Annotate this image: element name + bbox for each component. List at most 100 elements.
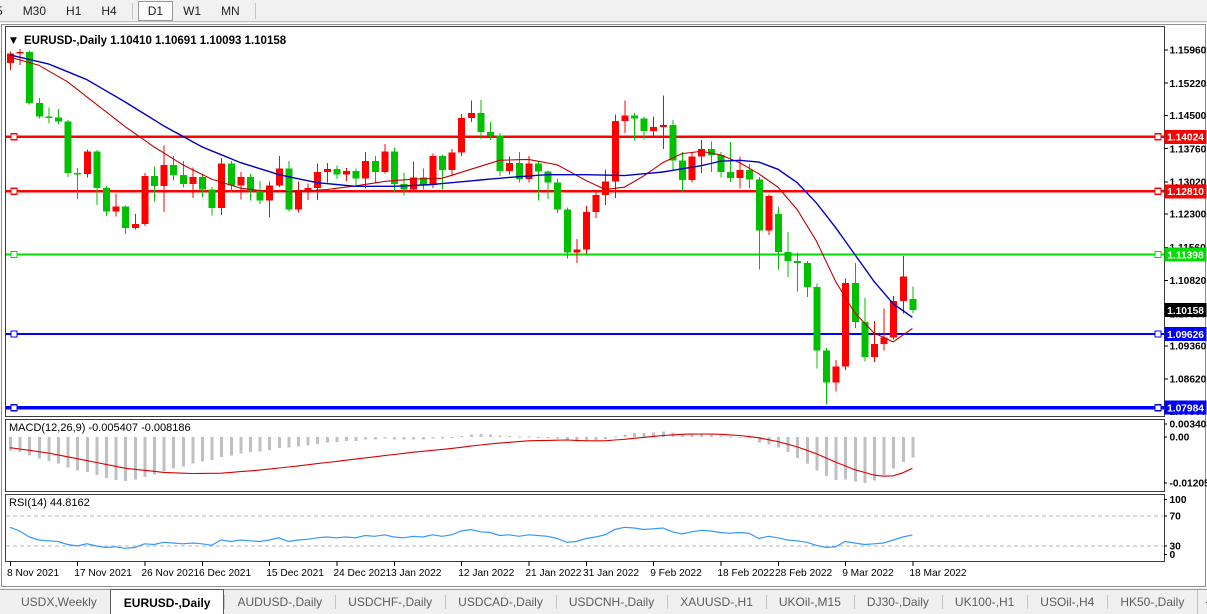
macd-bar	[306, 437, 310, 446]
timeframe-button-m30[interactable]: M30	[13, 1, 56, 21]
tab-usdx-weekly[interactable]: USDX,Weekly	[21, 595, 97, 609]
macd-bar	[863, 437, 867, 484]
scroll-left-icon[interactable]: ◂	[1198, 597, 1207, 608]
timeframe-button-5[interactable]: 5	[0, 1, 13, 21]
timeframe-button-d1[interactable]: D1	[137, 0, 174, 21]
macd-bar	[652, 432, 656, 437]
symbol-dropdown-icon[interactable]: ▼	[10, 36, 17, 46]
macd-bar	[460, 435, 464, 437]
tab-dj30-daily[interactable]: DJ30-,Daily	[853, 590, 942, 614]
level-handle[interactable]	[10, 404, 18, 412]
level-handle[interactable]	[10, 133, 18, 141]
macd-bar	[18, 437, 22, 453]
candle-body	[803, 263, 811, 288]
macd-bar	[729, 436, 732, 438]
macd-bar	[47, 437, 51, 461]
level-handle[interactable]	[1154, 133, 1162, 141]
macd-bar	[690, 434, 694, 437]
candle-body	[794, 261, 802, 264]
macd-bar	[412, 437, 416, 440]
tab-usdchf-daily[interactable]: USDCHF-,Daily	[335, 590, 445, 614]
candle-body	[103, 188, 110, 212]
candle-body	[323, 168, 331, 172]
macd-bar	[421, 437, 425, 440]
macd-bar	[450, 437, 454, 438]
level-handle[interactable]	[10, 250, 18, 259]
candle-body	[842, 283, 850, 367]
candle-body	[160, 165, 168, 186]
candle-body	[554, 182, 562, 210]
level-price-box-value: 1.12810	[1167, 187, 1204, 198]
price-tick-label: 1.14500	[1170, 111, 1207, 122]
candle-body	[371, 160, 379, 172]
level-price-box	[1164, 184, 1207, 199]
candle-body	[631, 115, 638, 119]
macd-bar	[489, 434, 492, 437]
macd-bar	[172, 437, 176, 469]
tab-eurusd-daily[interactable]: EURUSD-,Daily	[109, 589, 225, 614]
date-label: 3 Jan 2022	[391, 568, 442, 579]
macd-bar	[105, 437, 108, 479]
candle-body	[573, 249, 581, 253]
macd-bar	[143, 437, 147, 477]
date-label: 18 Feb 2022	[717, 568, 775, 579]
candle-body	[515, 163, 523, 180]
timeframe-button-mn[interactable]: MN	[211, 1, 250, 21]
level-handle[interactable]	[1154, 330, 1162, 338]
horizontal-level-lines[interactable]	[6, 133, 1164, 412]
candle-body	[746, 170, 754, 180]
candle-body	[410, 177, 418, 190]
candle-body	[707, 149, 715, 155]
candle-body	[592, 194, 600, 212]
macd-bar	[853, 437, 857, 482]
tab-usdcnh-daily[interactable]: USDCNH-,Daily	[555, 590, 667, 614]
candle-body	[823, 350, 830, 383]
rsi-axis: 100 70 300	[1164, 495, 1187, 561]
macd-bar	[402, 437, 406, 440]
candle-body	[122, 206, 130, 229]
timeframe-button-h1[interactable]: H1	[56, 1, 91, 21]
candle-body	[784, 251, 792, 262]
macd-bar	[585, 437, 588, 442]
level-handle[interactable]	[1154, 187, 1162, 195]
macd-bar	[37, 437, 41, 459]
macd-bar	[709, 435, 713, 437]
candle-body	[429, 155, 437, 185]
candle-body	[775, 214, 782, 252]
macd-bar	[95, 437, 99, 476]
tab-xauusd-h1[interactable]: XAUUSD-,H1	[667, 590, 766, 614]
candle-body	[189, 176, 197, 185]
candle-body	[535, 163, 542, 172]
tab-audusd-daily[interactable]: AUDUSD-,Daily	[224, 590, 335, 614]
macd-bar	[85, 437, 89, 473]
candle-body	[439, 155, 446, 171]
tab-scroll-buttons: ◂▸	[1197, 590, 1207, 614]
price-chart-canvas[interactable]: 1.15960 1.15220 1.14500 1.13760 1.13020 1.123…	[0, 23, 1207, 588]
level-handle[interactable]	[10, 330, 18, 338]
rsi-panel-frame	[5, 494, 1165, 562]
level-handle[interactable]	[10, 187, 18, 195]
price-tick-label: 1.13760	[1170, 144, 1207, 155]
timeframe-button-h4[interactable]: H4	[91, 1, 126, 21]
level-handle[interactable]	[1154, 404, 1162, 412]
tab-usoil-h4[interactable]: USOil-,H4	[1027, 590, 1107, 614]
tab-uk100-h1[interactable]: UK100-,H1	[941, 590, 1027, 614]
macd-bar	[613, 436, 617, 438]
tab-usdcad-daily[interactable]: USDCAD-,Daily	[445, 590, 556, 614]
price-tick-label: 1.13020	[1170, 177, 1207, 188]
timeframe-button-w1[interactable]: W1	[173, 1, 211, 21]
toolbar-separator	[254, 2, 256, 19]
candle-body	[55, 117, 62, 122]
tab-ukoil-m15[interactable]: UKOil-,M15	[765, 590, 854, 614]
rsi-label: RSI(14) 44.8162	[9, 497, 90, 509]
current-price-box-value: 1.10158	[1167, 306, 1204, 317]
candle-body	[909, 298, 917, 311]
candle-body	[525, 163, 533, 180]
candle-body	[93, 151, 101, 189]
candle-body	[285, 168, 293, 210]
macd-bar	[153, 437, 156, 475]
tab-hk50-daily[interactable]: HK50-,Daily	[1107, 590, 1197, 614]
candle-body	[880, 337, 888, 345]
candle-body	[736, 170, 744, 178]
level-handle[interactable]	[1154, 250, 1162, 259]
